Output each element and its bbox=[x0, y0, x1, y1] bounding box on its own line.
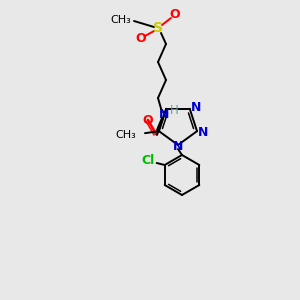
Text: Cl: Cl bbox=[141, 154, 154, 166]
Text: O: O bbox=[143, 113, 153, 127]
Text: N: N bbox=[198, 126, 208, 139]
Text: N: N bbox=[159, 107, 169, 121]
Text: N: N bbox=[190, 101, 201, 114]
Text: CH₃: CH₃ bbox=[110, 15, 131, 25]
Text: H: H bbox=[169, 103, 178, 116]
Text: O: O bbox=[136, 32, 146, 46]
Text: O: O bbox=[170, 8, 180, 22]
Text: S: S bbox=[153, 21, 163, 35]
Text: CH₃: CH₃ bbox=[115, 130, 136, 140]
Text: N: N bbox=[173, 140, 183, 152]
